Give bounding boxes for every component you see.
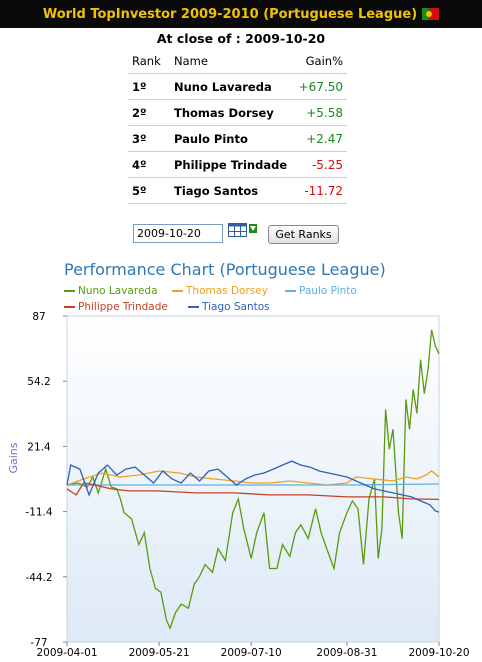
table-header-row: Rank Name Gain% xyxy=(128,48,347,74)
y-tick-label: 87 xyxy=(32,311,45,323)
legend-swatch xyxy=(188,306,199,308)
portugal-flag-icon xyxy=(422,8,440,20)
gain-cell: +5.58 xyxy=(293,99,347,126)
y-tick-label: 54.2 xyxy=(27,376,50,388)
legend-swatch xyxy=(285,290,296,292)
table-row: 4º Philippe Trindade -5.25 xyxy=(128,151,347,178)
ranks-table: Rank Name Gain% 1º Nuno Lavareda +67.50 2º T… xyxy=(128,48,347,204)
get-ranks-button[interactable]: Get Ranks xyxy=(268,225,339,244)
name-cell: Thomas Dorsey xyxy=(170,99,294,126)
y-tick-label: -44.2 xyxy=(25,572,52,584)
chart-title: Performance Chart (Portuguese League) xyxy=(64,260,386,279)
name-cell: Paulo Pinto xyxy=(170,125,294,152)
close-date-label: At close of : 2009-10-20 xyxy=(156,31,326,46)
series-line xyxy=(66,460,440,513)
gain-cell: +2.47 xyxy=(293,125,347,152)
gain-cell: -11.72 xyxy=(293,177,347,204)
legend-label: Nuno Lavareda xyxy=(78,285,158,297)
legend-swatch xyxy=(172,290,183,292)
name-cell: Philippe Trindade xyxy=(170,151,294,178)
legend-item: Tiago Santos xyxy=(188,301,270,313)
legend-item: Nuno Lavareda xyxy=(64,285,158,297)
y-tick-label: -11.4 xyxy=(25,507,52,519)
rank-cell: 4º xyxy=(128,151,170,178)
x-tick-label: 2009-05-21 xyxy=(129,647,190,659)
name-cell: Nuno Lavareda xyxy=(170,73,294,100)
legend-label: Paulo Pinto xyxy=(299,285,357,297)
series-line xyxy=(66,329,440,630)
series-line xyxy=(66,470,440,486)
date-input[interactable] xyxy=(133,224,223,243)
x-tick-label: 2009-07-10 xyxy=(221,647,282,659)
x-tick-label: 2009-08-31 xyxy=(316,647,377,659)
gain-cell: -5.25 xyxy=(293,151,347,178)
table-row: 5º Tiago Santos -11.72 xyxy=(128,177,347,204)
legend-label: Thomas Dorsey xyxy=(186,285,268,297)
col-gain: Gain% xyxy=(293,48,347,74)
series-line xyxy=(66,482,440,501)
legend-label: Tiago Santos xyxy=(202,301,270,313)
x-tick-label: 2009-10-20 xyxy=(408,647,469,659)
table-row: 3º Paulo Pinto +2.47 xyxy=(128,125,347,152)
legend-item: Paulo Pinto xyxy=(285,285,357,297)
col-name: Name xyxy=(170,48,294,74)
rank-cell: 1º xyxy=(128,73,170,100)
table-row: 1º Nuno Lavareda +67.50 xyxy=(128,73,347,100)
page-header: World TopInvestor 2009-2010 (Portuguese … xyxy=(0,0,482,28)
col-rank: Rank xyxy=(128,48,170,74)
header-title: World TopInvestor 2009-2010 (Portuguese … xyxy=(42,6,418,22)
rank-cell: 2º xyxy=(128,99,170,126)
y-axis-label: Gains xyxy=(7,442,20,473)
legend-item: Philippe Trindade xyxy=(64,301,168,313)
legend-item: Thomas Dorsey xyxy=(172,285,268,297)
y-tick-label: -77 xyxy=(30,637,47,649)
gain-cell: +67.50 xyxy=(293,73,347,100)
series-line xyxy=(67,483,440,486)
rank-cell: 5º xyxy=(128,177,170,204)
table-row: 2º Thomas Dorsey +5.58 xyxy=(128,99,347,126)
x-tick-label: 2009-04-01 xyxy=(36,647,97,659)
calendar-icon[interactable] xyxy=(228,223,258,237)
rank-cell: 3º xyxy=(128,125,170,152)
legend-swatch xyxy=(64,290,75,292)
legend-label: Philippe Trindade xyxy=(78,301,168,313)
y-tick-label: 21.4 xyxy=(27,441,51,453)
legend-swatch xyxy=(64,306,75,308)
name-cell: Tiago Santos xyxy=(170,177,294,204)
